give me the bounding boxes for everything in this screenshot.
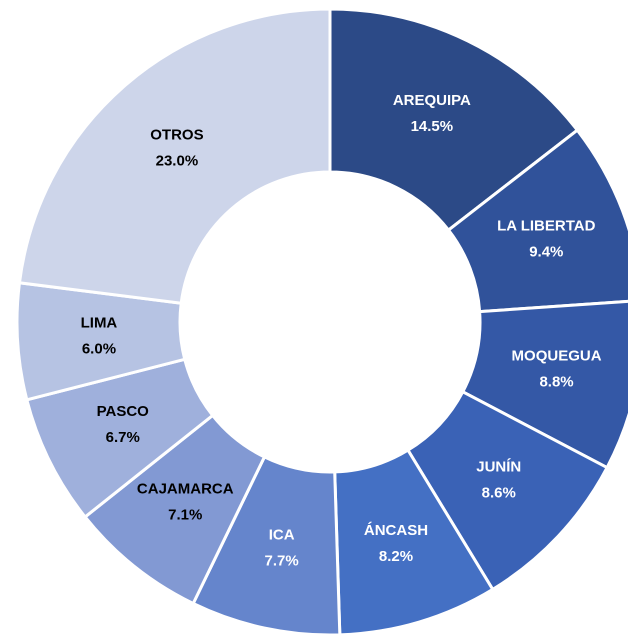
donut-segment (328, 7, 580, 233)
value-label: 7.1% (168, 507, 202, 524)
value-label: 8.2% (379, 548, 413, 565)
segment-label: CAJAMARCA (137, 481, 234, 498)
segment-label: ICA (269, 526, 295, 543)
segment-label: LA LIBERTAD (497, 217, 595, 234)
value-label: 6.7% (106, 429, 140, 446)
segment-label: ÁNCASH (364, 522, 428, 539)
segment-label: OTROS (150, 126, 203, 143)
value-label: 8.6% (482, 484, 516, 501)
value-label: 6.0% (82, 341, 116, 358)
donut-segment (446, 128, 628, 314)
segment-label: PASCO (97, 403, 150, 420)
value-label: 8.8% (539, 374, 573, 391)
segment-label: JUNÍN (476, 458, 521, 475)
donut-segment (17, 7, 332, 305)
value-label: 7.7% (265, 552, 299, 569)
segment-label: MOQUEGUA (512, 348, 602, 365)
segment-label: AREQUIPA (393, 92, 471, 109)
segment-label: LIMA (81, 315, 118, 332)
value-label: 9.4% (529, 243, 563, 260)
value-label: 14.5% (411, 118, 454, 135)
value-label: 23.0% (156, 152, 199, 169)
